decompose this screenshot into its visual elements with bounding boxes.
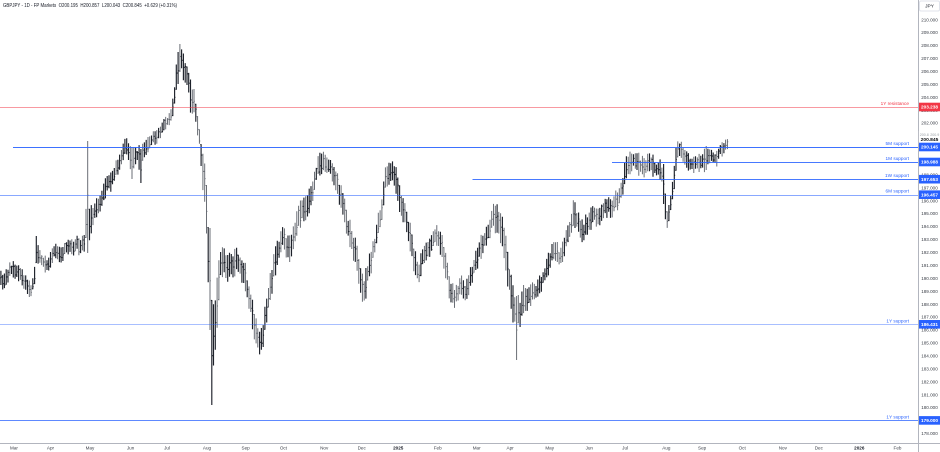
svg-text:178.000: 178.000: [921, 431, 938, 436]
svg-text:183.000: 183.000: [921, 366, 938, 371]
svg-text:208.000: 208.000: [921, 43, 938, 48]
svg-text:190.000: 190.000: [921, 276, 938, 281]
svg-text:210.000: 210.000: [921, 17, 938, 22]
svg-text:May: May: [86, 445, 95, 450]
svg-text:Jun: Jun: [586, 445, 594, 450]
svg-text:202.000: 202.000: [921, 121, 938, 126]
svg-text:Mar: Mar: [473, 445, 481, 450]
svg-text:Feb: Feb: [434, 445, 442, 450]
svg-text:200.145: 200.145: [921, 145, 938, 150]
svg-text:6M support: 6M support: [886, 189, 910, 194]
svg-text:JPY: JPY: [925, 4, 935, 10]
svg-text:Apr: Apr: [47, 445, 55, 450]
svg-text:5M support: 5M support: [886, 141, 910, 146]
svg-text:191.000: 191.000: [921, 263, 938, 268]
svg-text:189.000: 189.000: [921, 289, 938, 294]
svg-text:1Y support: 1Y support: [886, 318, 909, 323]
svg-text:Jun: Jun: [127, 445, 135, 450]
svg-text:Dec: Dec: [358, 445, 367, 450]
svg-text:179.000: 179.000: [921, 418, 938, 423]
svg-text:Feb: Feb: [894, 445, 902, 450]
svg-text:May: May: [545, 445, 554, 450]
svg-text:185.000: 185.000: [921, 341, 938, 346]
svg-text:198.988: 198.988: [921, 160, 938, 165]
svg-text:188.000: 188.000: [921, 302, 938, 307]
svg-text:180.000: 180.000: [921, 405, 938, 410]
svg-text:182.000: 182.000: [921, 379, 938, 384]
svg-text:187.000: 187.000: [921, 315, 938, 320]
svg-text:203.238: 203.238: [921, 105, 938, 110]
svg-text:206.000: 206.000: [921, 69, 938, 74]
svg-text:184.000: 184.000: [921, 354, 938, 359]
svg-text:1Y support: 1Y support: [886, 414, 909, 419]
svg-text:204.000: 204.000: [921, 95, 938, 100]
svg-text:1W support: 1W support: [885, 173, 910, 178]
svg-text:Jul: Jul: [164, 445, 170, 450]
svg-text:GBPJPY - 1D - FP Markets O200: GBPJPY - 1D - FP Markets O200.195 H200.8…: [3, 3, 177, 9]
svg-text:196.457: 196.457: [921, 192, 938, 197]
svg-text:200.8 200.9: 200.8 200.9: [920, 133, 939, 137]
svg-text:Nov: Nov: [320, 445, 329, 450]
svg-text:194.000: 194.000: [921, 224, 938, 229]
svg-text:Sep: Sep: [698, 445, 707, 450]
svg-text:Dec: Dec: [815, 445, 824, 450]
svg-text:2025: 2025: [393, 445, 404, 450]
svg-text:193.000: 193.000: [921, 237, 938, 242]
svg-text:186.000: 186.000: [921, 328, 938, 333]
svg-text:1Y resistance: 1Y resistance: [881, 101, 910, 106]
svg-text:Aug: Aug: [203, 445, 212, 450]
svg-text:Aug: Aug: [662, 445, 671, 450]
svg-text:2026: 2026: [854, 445, 865, 450]
svg-text:205.000: 205.000: [921, 82, 938, 87]
svg-text:Nov: Nov: [779, 445, 788, 450]
svg-text:192.000: 192.000: [921, 250, 938, 255]
svg-text:Apr: Apr: [507, 445, 515, 450]
svg-text:181.000: 181.000: [921, 392, 938, 397]
svg-text:195.000: 195.000: [921, 211, 938, 216]
svg-text:Oct: Oct: [280, 445, 288, 450]
svg-text:200.845: 200.845: [921, 137, 939, 143]
svg-text:Sep: Sep: [242, 445, 251, 450]
svg-text:Oct: Oct: [739, 445, 747, 450]
svg-text:209.000: 209.000: [921, 30, 938, 35]
svg-text:1M support: 1M support: [886, 156, 910, 161]
svg-text:197.000: 197.000: [921, 185, 938, 190]
svg-text:207.000: 207.000: [921, 56, 938, 61]
svg-text:186.431: 186.431: [921, 322, 938, 327]
svg-text:Mar: Mar: [10, 445, 18, 450]
svg-text:196.000: 196.000: [921, 198, 938, 203]
svg-text:Jul: Jul: [622, 445, 628, 450]
svg-text:197.653: 197.653: [921, 177, 938, 182]
